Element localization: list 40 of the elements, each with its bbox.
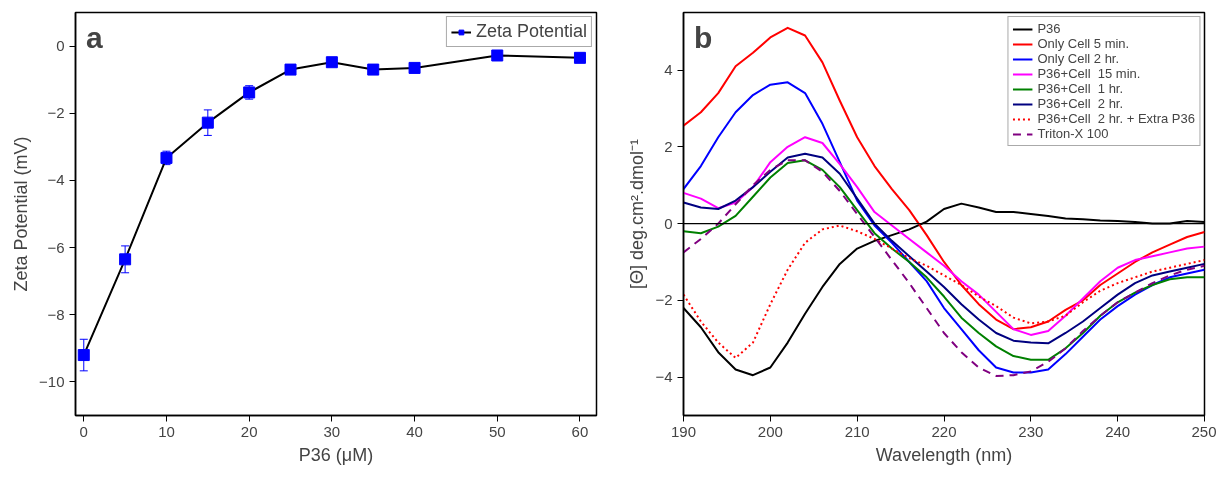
y-tick-label: 4 <box>664 61 673 79</box>
x-tick-label: 60 <box>571 422 589 440</box>
x-tick-label: 40 <box>406 422 423 440</box>
y-tick-label: 0 <box>664 214 673 232</box>
y-axis-title: Zeta Potential (mV) <box>11 136 32 292</box>
y-tick-label: 2 <box>664 137 673 155</box>
legend-label: Only Cell 2 hr. <box>1037 51 1120 66</box>
y-tick-label: −10 <box>39 372 65 390</box>
x-tick-label: 0 <box>79 422 88 440</box>
legend-label: P36+Cell 1 hr. <box>1037 81 1124 96</box>
legend-label: Triton-X 100 <box>1037 126 1109 141</box>
x-axis-title: Wavelength (nm) <box>875 444 1013 465</box>
y-tick-label: −2 <box>655 291 673 309</box>
x-tick-label: 20 <box>240 422 258 440</box>
y-axis-title: [Θ] deg.cm².dmol⁻¹ <box>627 138 648 290</box>
y-tick-label: −8 <box>47 305 65 323</box>
legend-label: Zeta Potential <box>475 21 587 42</box>
x-tick-label: 250 <box>1191 422 1217 440</box>
y-tick-label: −4 <box>655 368 673 386</box>
x-tick-label: 220 <box>931 422 957 440</box>
x-tick-label: 240 <box>1105 422 1131 440</box>
y-tick-label: −6 <box>47 238 65 256</box>
y-tick-label: −4 <box>47 171 65 189</box>
legend-label: P36+Cell 15 min. <box>1037 66 1141 81</box>
x-axis-title: P36 (μM) <box>298 444 374 465</box>
y-tick-label: −2 <box>47 104 65 122</box>
legend-label: P36+Cell 2 hr. <box>1037 96 1124 111</box>
annotation: b <box>693 20 713 54</box>
annotation: a <box>85 20 103 54</box>
legend-label: Only Cell 5 min. <box>1037 36 1130 51</box>
x-tick-label: 210 <box>844 422 870 440</box>
x-tick-label: 50 <box>488 422 506 440</box>
x-tick-label: 230 <box>1018 422 1044 440</box>
y-tick-label: 0 <box>56 37 65 55</box>
legend-label: P36 <box>1037 21 1061 36</box>
x-tick-label: 10 <box>158 422 175 440</box>
x-tick-label: 190 <box>670 422 697 440</box>
x-tick-label: 30 <box>323 422 341 440</box>
x-tick-label: 200 <box>757 422 783 440</box>
legend-label: P36+Cell 2 hr. + Extra P36 <box>1037 111 1195 126</box>
